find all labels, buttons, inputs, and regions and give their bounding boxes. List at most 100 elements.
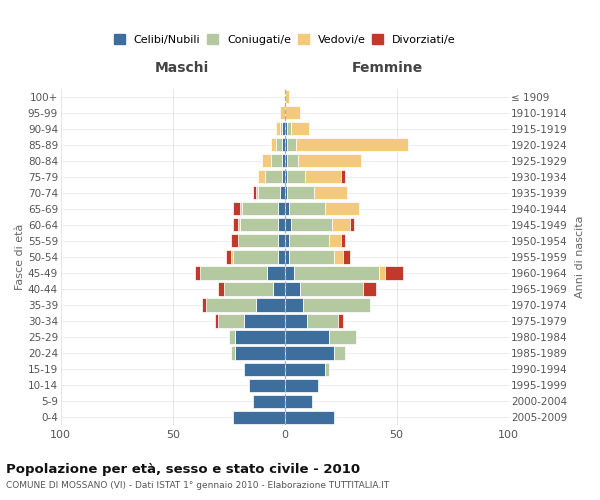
Bar (287, 170, 305, 183)
Bar (289, 234, 329, 248)
Bar (231, 250, 233, 264)
Bar (218, 282, 224, 296)
Bar (292, 218, 332, 232)
Bar (244, 362, 284, 376)
Bar (215, 314, 218, 328)
Bar (280, 122, 283, 136)
Bar (244, 314, 284, 328)
Bar (284, 362, 325, 376)
Bar (284, 266, 293, 280)
Bar (284, 154, 287, 168)
Bar (267, 266, 284, 280)
Bar (284, 234, 289, 248)
Bar (278, 218, 284, 232)
Bar (284, 138, 287, 151)
Bar (284, 330, 329, 344)
Bar (278, 250, 284, 264)
Bar (287, 186, 314, 200)
Bar (242, 202, 278, 215)
Bar (249, 378, 284, 392)
Bar (283, 122, 284, 136)
Bar (284, 90, 289, 104)
Bar (253, 186, 256, 200)
Bar (218, 314, 244, 328)
Bar (231, 234, 238, 248)
Bar (314, 186, 347, 200)
Bar (329, 330, 356, 344)
Bar (226, 250, 231, 264)
Bar (284, 378, 318, 392)
Bar (229, 330, 235, 344)
Bar (284, 250, 289, 264)
Bar (284, 218, 292, 232)
Bar (343, 250, 350, 264)
Bar (287, 138, 296, 151)
Bar (283, 138, 284, 151)
Bar (233, 410, 284, 424)
Bar (206, 298, 256, 312)
Bar (385, 266, 403, 280)
Bar (284, 314, 307, 328)
Bar (287, 122, 292, 136)
Bar (284, 122, 287, 136)
Bar (338, 314, 343, 328)
Text: Maschi: Maschi (155, 62, 209, 76)
Bar (258, 186, 280, 200)
Bar (302, 298, 370, 312)
Bar (284, 394, 311, 407)
Bar (276, 138, 283, 151)
Bar (195, 266, 200, 280)
Bar (258, 170, 265, 183)
Bar (284, 298, 302, 312)
Bar (332, 218, 350, 232)
Bar (284, 410, 334, 424)
Bar (307, 314, 338, 328)
Bar (329, 234, 341, 248)
Bar (284, 170, 287, 183)
Bar (233, 250, 278, 264)
Bar (256, 298, 284, 312)
Bar (341, 234, 345, 248)
Bar (233, 218, 238, 232)
Bar (240, 202, 242, 215)
Bar (271, 154, 283, 168)
Bar (240, 218, 278, 232)
Bar (289, 202, 325, 215)
Y-axis label: Fasce di età: Fasce di età (15, 224, 25, 290)
Bar (292, 122, 309, 136)
Bar (379, 266, 385, 280)
Bar (278, 202, 284, 215)
Bar (293, 266, 379, 280)
Bar (271, 138, 276, 151)
Bar (280, 106, 284, 120)
Bar (238, 218, 240, 232)
Text: Popolazione per età, sesso e stato civile - 2010: Popolazione per età, sesso e stato civil… (6, 462, 360, 475)
Bar (284, 282, 301, 296)
Bar (278, 234, 284, 248)
Bar (298, 154, 361, 168)
Bar (325, 362, 329, 376)
Bar (238, 234, 278, 248)
Bar (334, 250, 343, 264)
Bar (334, 346, 345, 360)
Bar (325, 202, 359, 215)
Bar (276, 122, 280, 136)
Bar (350, 218, 354, 232)
Bar (305, 170, 341, 183)
Bar (202, 298, 206, 312)
Bar (301, 282, 363, 296)
Bar (280, 186, 284, 200)
Bar (235, 346, 284, 360)
Bar (256, 186, 258, 200)
Bar (284, 202, 289, 215)
Bar (284, 106, 301, 120)
Y-axis label: Anni di nascita: Anni di nascita (575, 216, 585, 298)
Bar (283, 170, 284, 183)
Bar (341, 170, 345, 183)
Bar (253, 394, 284, 407)
Bar (287, 154, 298, 168)
Bar (233, 202, 240, 215)
Bar (274, 282, 284, 296)
Text: COMUNE DI MOSSANO (VI) - Dati ISTAT 1° gennaio 2010 - Elaborazione TUTTITALIA.IT: COMUNE DI MOSSANO (VI) - Dati ISTAT 1° g… (6, 481, 389, 490)
Bar (231, 346, 235, 360)
